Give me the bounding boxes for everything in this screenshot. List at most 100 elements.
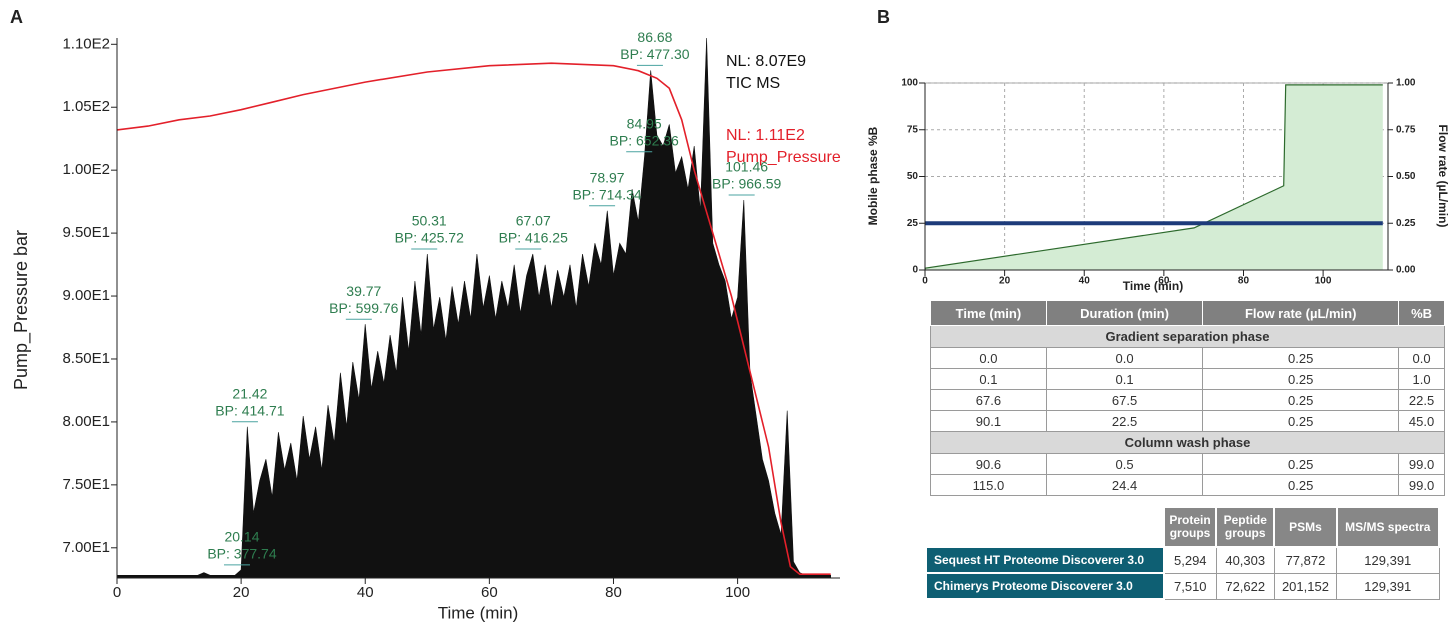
data-row: 67.6 67.5 0.25 22.5 bbox=[930, 389, 1445, 411]
peak-time: 67.07 bbox=[516, 213, 551, 229]
y2-axis-label: Flow rate (µL/min) bbox=[1436, 125, 1450, 228]
data-row: 90.1 22.5 0.25 45.0 bbox=[930, 410, 1445, 432]
header-cell: PSMs bbox=[1273, 506, 1338, 548]
y2-tick-label: 0.00 bbox=[1396, 265, 1416, 276]
cell: 1.0 bbox=[1398, 368, 1445, 390]
legend-nl: NL: 1.11E2 bbox=[726, 127, 805, 144]
x-tick-label: 80 bbox=[1238, 276, 1250, 287]
header-cell: Protein groups bbox=[1162, 506, 1218, 548]
peak-time: 39.77 bbox=[346, 283, 381, 299]
gradient-chart: B 0 25 50 75 100 0.00 0.25 0.50 0.75 1.00 0 20 40 60 80… bbox=[866, 7, 1450, 293]
cell: 0.25 bbox=[1202, 368, 1400, 390]
section-title: Gradient separation phase bbox=[930, 325, 1445, 348]
cell: 90.6 bbox=[930, 453, 1047, 475]
cell: 115.0 bbox=[930, 474, 1047, 496]
y2-tick-label: 1.00 bbox=[1396, 78, 1416, 89]
cell: 129,391 bbox=[1336, 572, 1440, 600]
cell: 201,152 bbox=[1273, 572, 1338, 600]
panel-label: B bbox=[877, 7, 890, 27]
cell: 5,294 bbox=[1163, 546, 1217, 574]
x-tick-label: 0 bbox=[922, 276, 928, 287]
cell: 0.1 bbox=[1045, 368, 1204, 390]
cell: 90.1 bbox=[930, 410, 1047, 432]
section-title: Column wash phase bbox=[930, 431, 1445, 454]
peak-time: 21.42 bbox=[232, 386, 267, 402]
cell: 0.0 bbox=[1398, 347, 1445, 369]
header-row: Protein groups Peptide groups PSMs MS/MS sp… bbox=[926, 506, 1441, 548]
x-axis-label: Time (min) bbox=[438, 603, 519, 622]
cell: 0.1 bbox=[930, 368, 1047, 390]
x-tick-label: 20 bbox=[233, 584, 250, 601]
y-tick-label: 8.50E1 bbox=[62, 350, 110, 367]
peak-time: 86.68 bbox=[637, 29, 672, 45]
x-axis-label: Time (min) bbox=[1123, 279, 1183, 293]
y-axis-label: Mobile phase %B bbox=[866, 126, 880, 225]
cell: 0.0 bbox=[930, 347, 1047, 369]
y-tick-label: 100 bbox=[901, 78, 918, 89]
header-cell: Flow rate (µL/min) bbox=[1202, 300, 1400, 326]
peak-time: 20.14 bbox=[224, 529, 259, 545]
results-table: Protein groups Peptide groups PSMs MS/MS sp… bbox=[925, 506, 1441, 600]
y-tick-label: 7.50E1 bbox=[62, 476, 110, 493]
legend-name: TIC MS bbox=[726, 75, 780, 92]
y-tick-label: 0 bbox=[912, 265, 918, 276]
cell: 40,303 bbox=[1215, 546, 1275, 574]
y-tick-label: 7.00E1 bbox=[62, 539, 110, 556]
x-tick-label: 20 bbox=[999, 276, 1011, 287]
peak-time: 101.46 bbox=[725, 159, 768, 175]
cell: 129,391 bbox=[1336, 546, 1440, 574]
peak-time: 50.31 bbox=[412, 213, 447, 229]
panel-label: A bbox=[10, 7, 23, 27]
y-axis-label: Pump_Pressure bar bbox=[11, 230, 32, 390]
y-tick-label: 8.00E1 bbox=[62, 413, 110, 430]
area bbox=[116, 37, 831, 579]
y2-tick-label: 0.50 bbox=[1396, 171, 1416, 182]
cell: 45.0 bbox=[1398, 410, 1445, 432]
blank-cell bbox=[926, 507, 1164, 547]
x-tick-label: 40 bbox=[357, 584, 374, 601]
header-row: Time (min) Duration (min) Flow rate (µL/mi… bbox=[930, 300, 1445, 326]
section-row: Column wash phase bbox=[930, 431, 1445, 454]
cell: 0.25 bbox=[1202, 347, 1400, 369]
peak-base: BP: 652.36 bbox=[610, 133, 679, 149]
y-tick-label: 9.00E1 bbox=[62, 287, 110, 304]
cell: 99.0 bbox=[1398, 453, 1445, 475]
x-tick-label: 60 bbox=[1158, 276, 1170, 287]
peak-base: BP: 599.76 bbox=[329, 300, 398, 316]
y2-tick-label: 0.25 bbox=[1396, 218, 1416, 229]
y-tick-label: 1.10E2 bbox=[62, 35, 110, 52]
row-name: Sequest HT Proteome Discoverer 3.0 bbox=[925, 546, 1165, 574]
cell: 24.4 bbox=[1045, 474, 1204, 496]
x-tick-label: 80 bbox=[605, 584, 622, 601]
x-tick-label: 40 bbox=[1079, 276, 1091, 287]
y-tick-label: 1.00E2 bbox=[62, 161, 110, 178]
data-row: Chimerys Proteome Discoverer 3.0 7,510 72,… bbox=[925, 572, 1440, 600]
peak-base: BP: 425.72 bbox=[395, 230, 464, 246]
header-cell: MS/MS spectra bbox=[1335, 506, 1441, 548]
cell: 22.5 bbox=[1398, 389, 1445, 411]
y-tick-label: 50 bbox=[907, 171, 919, 182]
y-tick-label: 75 bbox=[907, 124, 919, 135]
x-tick-label: 100 bbox=[1315, 276, 1332, 287]
cell: 72,622 bbox=[1215, 572, 1275, 600]
cell: 67.5 bbox=[1045, 389, 1204, 411]
gradient-table: Time (min) Duration (min) Flow rate (µL/mi… bbox=[930, 300, 1445, 496]
x-tick-label: 60 bbox=[481, 584, 498, 601]
cell: 77,872 bbox=[1273, 546, 1338, 574]
peak-base: BP: 714.34 bbox=[572, 187, 641, 203]
row-name: Chimerys Proteome Discoverer 3.0 bbox=[925, 572, 1165, 600]
header-cell: %B bbox=[1398, 300, 1445, 326]
data-row: 90.6 0.5 0.25 99.0 bbox=[930, 453, 1445, 475]
data-row: 0.1 0.1 0.25 1.0 bbox=[930, 368, 1445, 390]
section-row: Gradient separation phase bbox=[930, 325, 1445, 348]
data-row: 115.0 24.4 0.25 99.0 bbox=[930, 474, 1445, 496]
x-tick-label: 0 bbox=[113, 584, 121, 601]
peak-base: BP: 416.25 bbox=[499, 230, 568, 246]
legend-name: Pump_Pressure bbox=[726, 149, 841, 166]
y-tick-label: 1.05E2 bbox=[62, 98, 110, 115]
y-tick-label: 25 bbox=[907, 218, 919, 229]
peak-base: BP: 377.74 bbox=[207, 546, 276, 562]
cell: 22.5 bbox=[1045, 410, 1204, 432]
peak-time: 78.97 bbox=[590, 170, 625, 186]
